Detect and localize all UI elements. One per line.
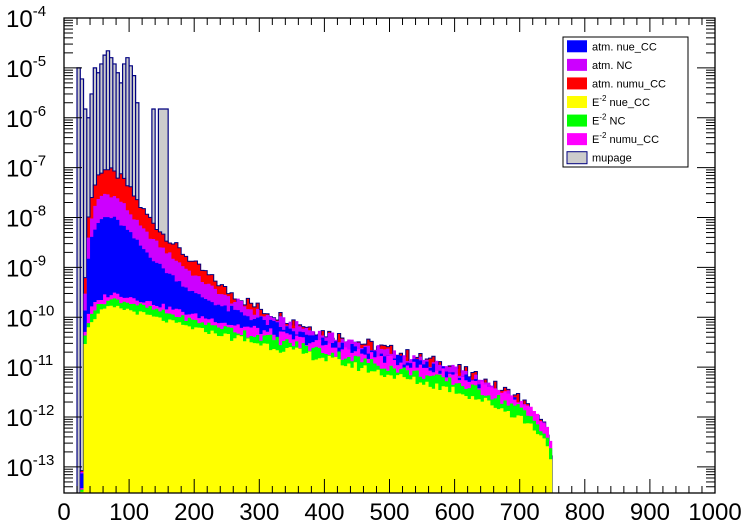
series-e2-nue-cc: [80, 305, 553, 493]
x-tick-label: 100: [109, 499, 149, 526]
legend-swatch: [567, 40, 587, 53]
legend-label: atm. NC: [592, 60, 632, 72]
x-tick-label: 300: [239, 499, 279, 526]
legend-swatch: [566, 151, 588, 165]
x-tick-label: 200: [174, 499, 214, 526]
stacked-series-layer: [76, 50, 553, 493]
y-tick-label: 10-11: [6, 352, 53, 382]
y-tick-label: 10-12: [6, 402, 54, 432]
x-tick-label: 900: [630, 499, 670, 526]
axes-layer: 0 100 200 300 400 500 600 700 800 900 1000 10-13 10-…: [6, 3, 742, 526]
y-tick-label: 10-13: [6, 452, 54, 482]
legend-swatch: [567, 77, 587, 90]
legend-label: E-2 NC: [592, 113, 625, 128]
x-tick-label: 0: [57, 499, 70, 526]
y-tick-label: 10-8: [6, 203, 46, 233]
legend-label: atm. nue_CC: [592, 41, 657, 53]
x-tick-label: 1000: [688, 499, 741, 526]
legend-label: E-2 nue_CC: [592, 94, 650, 109]
y-tick-label: 10-9: [6, 252, 46, 282]
legend-label: atm. numu_CC: [592, 78, 666, 90]
legend-swatch: [567, 133, 587, 146]
x-tick-label: 800: [565, 499, 605, 526]
y-tick-label: 10-4: [6, 3, 46, 33]
y-tick-label: 10-6: [6, 103, 46, 133]
y-tick-label: 10-5: [6, 53, 46, 83]
x-tick-label: 700: [500, 499, 540, 526]
y-tick-label: 10-7: [6, 153, 46, 183]
legend-swatch: [567, 96, 587, 108]
legend-swatch: [567, 58, 587, 71]
x-tick-label: 600: [435, 499, 475, 526]
x-tick-label: 400: [304, 499, 344, 526]
y-tick-label: 10-10: [6, 302, 54, 332]
legend-label: E-2 numu_CC: [592, 131, 659, 146]
legend-label: mupage: [592, 153, 632, 165]
x-tick-label: 500: [369, 499, 409, 526]
legend-swatch: [567, 114, 587, 127]
legend: atm. nue_CC atm. NC atm. numu_CC E-2 nue_CC…: [562, 36, 689, 168]
